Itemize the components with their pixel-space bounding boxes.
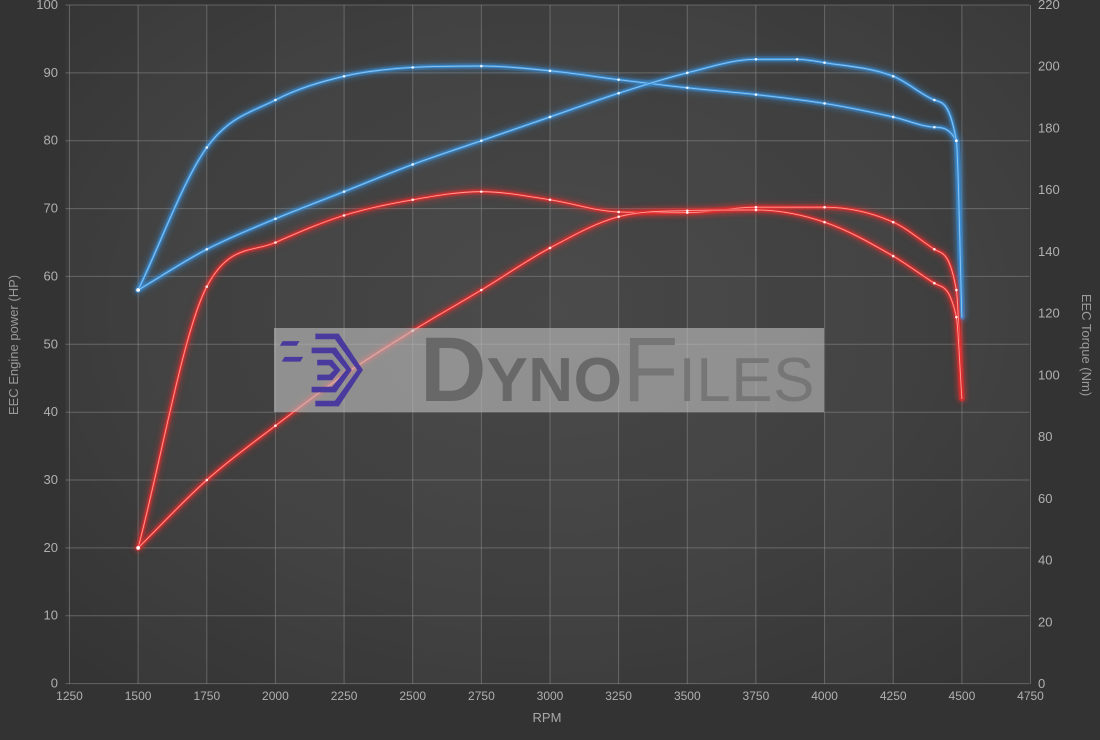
svg-text:100: 100: [36, 0, 58, 12]
svg-text:1500: 1500: [125, 689, 152, 703]
svg-text:160: 160: [1038, 182, 1060, 197]
svg-text:3000: 3000: [537, 689, 564, 703]
svg-text:2250: 2250: [331, 689, 358, 703]
svg-text:1750: 1750: [193, 689, 220, 703]
svg-text:3250: 3250: [605, 689, 632, 703]
svg-text:80: 80: [1038, 429, 1052, 444]
svg-text:40: 40: [44, 404, 58, 419]
svg-text:180: 180: [1038, 121, 1060, 136]
svg-text:90: 90: [44, 65, 58, 80]
svg-text:3750: 3750: [743, 689, 770, 703]
svg-text:2750: 2750: [468, 689, 495, 703]
svg-text:80: 80: [44, 133, 58, 148]
svg-text:4250: 4250: [880, 689, 907, 703]
svg-text:20: 20: [1038, 614, 1052, 629]
svg-text:30: 30: [44, 472, 58, 487]
svg-text:50: 50: [44, 336, 58, 351]
svg-text:EEC Engine power (HP): EEC Engine power (HP): [6, 275, 21, 415]
svg-text:1250: 1250: [56, 689, 83, 703]
svg-text:60: 60: [44, 268, 58, 283]
svg-text:2500: 2500: [399, 689, 426, 703]
svg-text:4000: 4000: [811, 689, 838, 703]
svg-text:RPM: RPM: [533, 710, 562, 725]
svg-text:4750: 4750: [1017, 689, 1044, 703]
svg-text:EEC Torque (Nm): EEC Torque (Nm): [1079, 294, 1094, 396]
svg-text:2000: 2000: [262, 689, 289, 703]
svg-text:200: 200: [1038, 59, 1060, 74]
svg-text:120: 120: [1038, 306, 1060, 321]
svg-text:60: 60: [1038, 491, 1052, 506]
svg-text:140: 140: [1038, 244, 1060, 259]
svg-text:220: 220: [1038, 0, 1060, 12]
svg-text:20: 20: [44, 540, 58, 555]
svg-text:3500: 3500: [674, 689, 701, 703]
svg-text:10: 10: [44, 608, 58, 623]
svg-text:4500: 4500: [949, 689, 976, 703]
svg-text:70: 70: [44, 201, 58, 216]
svg-text:40: 40: [1038, 553, 1052, 568]
svg-text:100: 100: [1038, 367, 1060, 382]
